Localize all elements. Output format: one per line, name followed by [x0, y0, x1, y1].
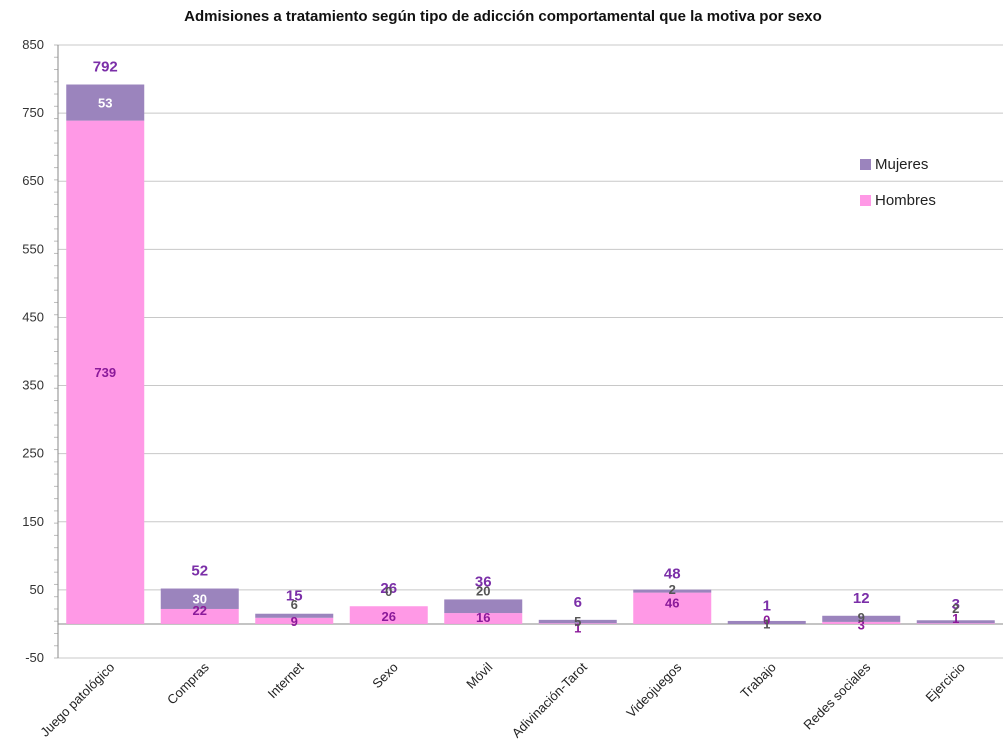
bar-hombres	[349, 606, 428, 624]
bar-hombres	[916, 623, 995, 624]
total-label: 36	[475, 573, 492, 590]
total-label: 26	[380, 580, 397, 597]
bar-mujeres	[633, 589, 712, 593]
x-tick-label: Internet	[265, 659, 307, 701]
data-label-hombres: 1	[574, 620, 581, 635]
data-label-mujeres: 0	[385, 584, 392, 599]
data-label-mujeres: 2	[669, 582, 676, 597]
total-label: 6	[574, 594, 582, 611]
bar-mujeres	[822, 615, 901, 622]
bar-hombres	[538, 623, 617, 624]
y-tick-label: 450	[22, 309, 44, 324]
x-tick-label: Videojuegos	[623, 659, 684, 720]
data-label-mujeres: 5	[574, 614, 581, 629]
bar-hombres	[822, 621, 901, 624]
x-tick-label: Adivinación-Tarot	[509, 659, 590, 740]
data-label-mujeres: 53	[98, 96, 112, 111]
total-label: 48	[664, 565, 681, 582]
bar-hombres	[633, 592, 712, 624]
bar-mujeres	[916, 620, 995, 624]
y-tick-label: -50	[25, 650, 44, 665]
y-tick-label: 850	[22, 37, 44, 52]
total-label: 1	[763, 597, 771, 614]
bar-mujeres	[538, 619, 617, 624]
data-label-hombres: 739	[94, 365, 116, 380]
y-tick-label: 750	[22, 105, 44, 120]
data-label-mujeres: 30	[193, 592, 207, 607]
x-tick-label: Móvil	[463, 659, 495, 691]
y-tick-label: 250	[22, 446, 44, 461]
total-label: 12	[853, 590, 870, 607]
y-tick-label: 50	[30, 582, 44, 597]
legend-swatch-hombres	[860, 194, 871, 206]
data-label-mujeres: 9	[858, 610, 865, 625]
x-tick-label: Ejercicio	[923, 660, 968, 705]
bar-hombres	[444, 613, 523, 624]
legend-label-hombres: Hombres	[875, 191, 936, 209]
legend-swatch-mujeres	[860, 158, 871, 170]
bar-mujeres	[66, 84, 145, 121]
data-label-hombres: 16	[476, 610, 490, 625]
bar-mujeres	[255, 613, 334, 618]
total-label: 52	[191, 563, 208, 580]
legend: Mujeres Hombres	[860, 146, 936, 218]
data-label-mujeres: 6	[291, 597, 298, 612]
total-label: 3	[952, 596, 960, 613]
data-label-hombres: 22	[193, 603, 207, 618]
legend-label-mujeres: Mujeres	[875, 155, 929, 173]
x-tick-label: Trabajo	[737, 660, 778, 701]
data-label-hombres: 0	[763, 613, 770, 628]
data-label-hombres: 1	[952, 611, 959, 626]
data-label-mujeres: 2	[952, 601, 959, 616]
total-label: 15	[286, 588, 303, 605]
bar-hombres	[160, 608, 239, 624]
x-tick-label: Juego patológico	[37, 660, 117, 740]
bar-hombres	[255, 617, 334, 624]
chart-title: Admisiones a tratamiento según tipo de a…	[184, 8, 822, 25]
x-tick-label: Compras	[164, 659, 212, 707]
bar-mujeres	[444, 599, 523, 614]
data-label-hombres: 3	[858, 618, 865, 633]
x-tick-label: Redes sociales	[800, 659, 873, 732]
y-tick-label: 650	[22, 173, 44, 188]
bar-hombres	[66, 120, 145, 624]
y-tick-label: 350	[22, 378, 44, 393]
x-tick-label: Sexo	[369, 660, 401, 692]
total-label: 792	[93, 59, 118, 76]
legend-item-hombres: Hombres	[860, 182, 936, 218]
y-tick-label: 150	[22, 514, 44, 529]
data-label-hombres: 46	[665, 596, 679, 611]
legend-item-mujeres: Mujeres	[860, 146, 936, 182]
data-label-hombres: 26	[382, 609, 396, 624]
y-tick-label: 550	[22, 241, 44, 256]
bar-mujeres	[160, 588, 239, 609]
data-label-mujeres: 1	[763, 617, 770, 632]
data-label-hombres: 9	[291, 614, 298, 629]
data-label-mujeres: 20	[476, 583, 490, 598]
bar-mujeres	[727, 620, 806, 624]
